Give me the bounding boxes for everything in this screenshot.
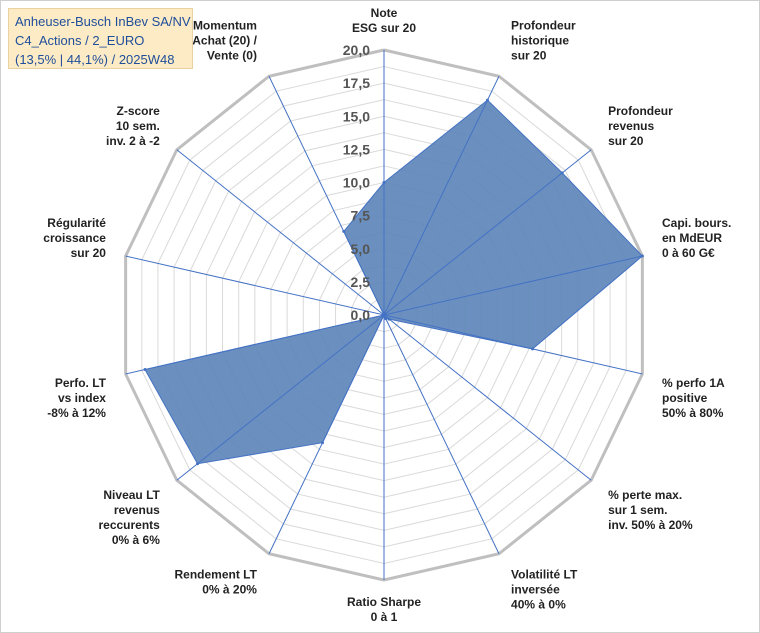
chart-title-line-1: Anheuser-Busch InBev SA/NV (15, 14, 191, 29)
radial-tick-label: 15,0 (343, 108, 370, 124)
radar-spoke (383, 314, 500, 554)
axis-label: % perte max. sur 1 sem. inv. 50% à 20% (608, 488, 693, 532)
radar-spoke (383, 149, 592, 316)
radar-spoke (383, 314, 643, 375)
axis-label: Z-score 10 sem. inv. 2 à -2 (106, 104, 160, 148)
chart-title-line-3: (13,5% | 44,1%) / 2025W48 (15, 52, 175, 67)
chart-title-box: Anheuser-Busch InBev SA/NV C4_Actions / … (8, 8, 193, 69)
axis-label: Momentum Achat (20) / Vente (0) (192, 19, 257, 63)
radial-tick-label: 0,0 (351, 307, 371, 323)
axis-labels: Note ESG sur 20 Profondeur historique sur 20… (43, 6, 731, 624)
radial-tick-label: 20,0 (343, 42, 370, 58)
radial-tick-labels: 0,0 2,5 5,0 7,5 10,0 12,5 15,0 17,5 20,0 (343, 42, 370, 323)
axis-label: Perfo. LT vs index -8% à 12% (47, 376, 106, 420)
series-area-0 (144, 99, 644, 465)
radar-spoke (125, 314, 385, 375)
radar-spoke (268, 314, 385, 554)
axis-label: Régularité croissance sur 20 (43, 216, 106, 260)
radial-tick-label: 12,5 (343, 141, 370, 157)
axis-label: Profondeur revenus sur 20 (608, 104, 673, 148)
axis-label: Rendement LT 0% à 20% (174, 567, 257, 596)
radar-spoke (383, 255, 643, 316)
axis-label: Ratio Sharpe 0 à 1 (347, 595, 421, 624)
radar-spoke (383, 314, 592, 481)
axis-label: % perfo 1A positive 50% à 80% (662, 376, 725, 420)
radar-spoke (383, 76, 500, 316)
axis-label: Profondeur historique sur 20 (511, 19, 576, 63)
axis-label: Capi. bours. en MdEUR 0 à 60 G€ (662, 216, 731, 260)
chart-title-line-2: C4_Actions / 2_EURO (15, 33, 145, 48)
radar-series (143, 98, 644, 466)
radar-spoke (176, 149, 385, 316)
axis-label: Niveau LT revenus reccurents 0% à 6% (98, 488, 160, 547)
radial-tick-label: 5,0 (351, 241, 371, 257)
axis-label: Volatilité LT inversée 40% à 0% (511, 567, 578, 611)
radar-spoke (268, 76, 385, 316)
radar-spoke (125, 255, 385, 316)
axis-label: Note ESG sur 20 (352, 6, 416, 35)
radial-tick-label: 2,5 (351, 274, 371, 290)
radar-spoke (176, 314, 385, 481)
radial-tick-label: 7,5 (351, 208, 371, 224)
radar-spokes (125, 50, 643, 580)
radial-tick-label: 17,5 (343, 75, 370, 91)
radial-tick-label: 10,0 (343, 175, 370, 191)
